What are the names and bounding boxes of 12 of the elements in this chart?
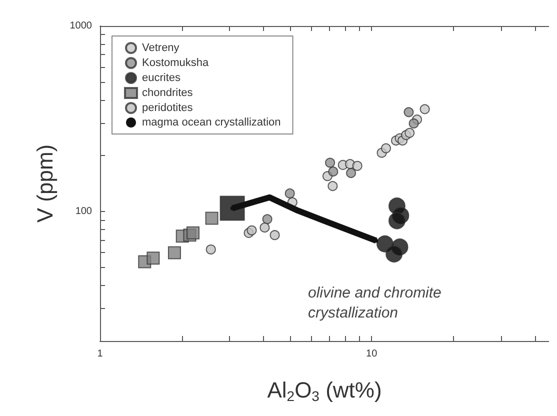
y-tick-label: 1000 (70, 20, 92, 32)
x-tick-label: 10 (366, 348, 378, 360)
legend-label: chondrites (142, 87, 194, 99)
legend-label: Vetreny (142, 42, 180, 54)
annotation: olivine and chromite crystallization (308, 284, 442, 322)
legend-label: peridotites (142, 102, 194, 114)
y-axis-title: V (ppm) (32, 144, 58, 223)
legend-label: Kostomuksha (142, 57, 210, 69)
x-tick-label: 1 (97, 348, 104, 360)
legend-label: magma ocean crystallization (142, 116, 281, 128)
legend-label: eucrites (142, 72, 182, 84)
y-tick-label: 100 (75, 206, 92, 217)
